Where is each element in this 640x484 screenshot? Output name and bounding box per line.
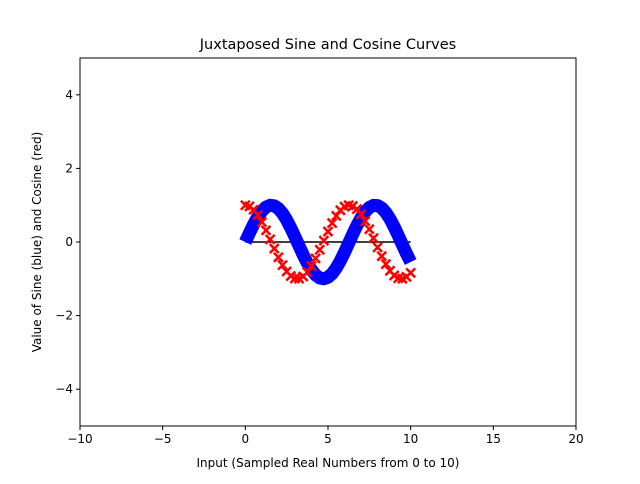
- x-tick-label: 5: [324, 432, 332, 446]
- cosine-point: [376, 250, 388, 262]
- cosine-point: [326, 217, 338, 229]
- cosine-point: [306, 260, 317, 272]
- cosine-point: [380, 258, 392, 270]
- cosine-point: [368, 232, 379, 244]
- cosine-point: [260, 225, 272, 236]
- cosine-point: [322, 226, 334, 237]
- cosine-point: [363, 223, 375, 235]
- x-tick-label: 15: [486, 432, 501, 446]
- cosine-point: [314, 244, 326, 256]
- x-axis-label: Input (Sampled Real Numbers from 0 to 10…: [197, 456, 460, 470]
- cosine-point: [318, 235, 330, 246]
- x-tick-label: 0: [242, 432, 250, 446]
- y-tick-label: −2: [55, 309, 73, 323]
- y-tick-label: 4: [65, 88, 73, 102]
- y-axis-label: Value of Sine (blue) and Cosine (red): [30, 132, 44, 353]
- series-cosine-markers: [239, 199, 417, 285]
- cosine-point: [256, 216, 268, 228]
- cosine-point: [301, 266, 313, 278]
- cosine-point: [264, 234, 276, 245]
- cosine-point: [277, 259, 288, 271]
- x-tick-label: 20: [568, 432, 583, 446]
- chart-title: Juxtaposed Sine and Cosine Curves: [199, 37, 456, 53]
- x-tick-label: −10: [67, 432, 92, 446]
- x-axis-ticks: −10 −5 0 5 10 15 20: [67, 426, 584, 446]
- cosine-point: [252, 209, 264, 221]
- cosine-point: [268, 243, 280, 254]
- y-tick-label: −4: [55, 382, 73, 396]
- cosine-point: [355, 208, 367, 220]
- cosine-point: [359, 215, 371, 227]
- cosine-point: [372, 241, 383, 253]
- series-sine-line: [239, 198, 417, 286]
- x-tick-label: 10: [403, 432, 418, 446]
- y-tick-label: 2: [65, 161, 73, 175]
- cosine-point: [310, 253, 321, 264]
- y-axis-ticks: −4 −2 0 2 4: [55, 88, 80, 396]
- cosine-point: [405, 267, 417, 279]
- x-tick-label: −5: [154, 432, 172, 446]
- cosine-point: [273, 251, 284, 263]
- y-tick-label: 0: [65, 235, 73, 249]
